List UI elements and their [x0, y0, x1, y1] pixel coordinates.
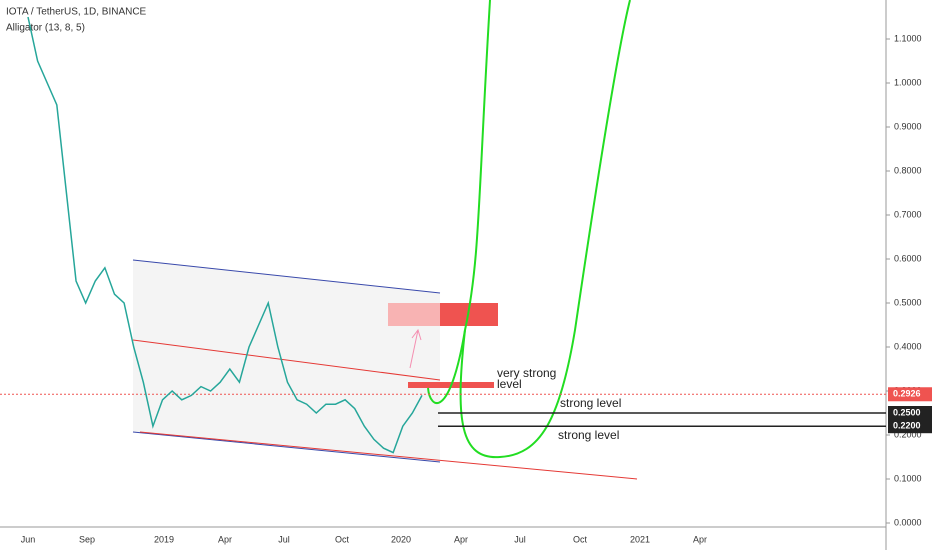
y-tick-label: 0.0000	[894, 517, 922, 527]
x-tick-label: Jun	[21, 534, 36, 544]
channel-mid	[132, 339, 441, 381]
channel-fill	[133, 260, 440, 462]
x-tick-label: Apr	[218, 534, 232, 544]
x-tick-label: Sep	[79, 534, 95, 544]
y-tick-label: 1.1000	[894, 33, 922, 43]
x-tick-label: Jul	[278, 534, 290, 544]
price-line	[27, 16, 423, 454]
annotation: level	[497, 377, 522, 391]
y-tick-label: 1.0000	[894, 77, 922, 87]
y-tick-label: 0.1000	[894, 473, 922, 483]
target-zone	[388, 303, 440, 326]
x-tick-label: 2019	[154, 534, 174, 544]
x-tick-label: Apr	[454, 534, 468, 544]
y-tick-label: 0.5000	[894, 297, 922, 307]
y-tick-label: 0.6000	[894, 253, 922, 263]
x-tick-label: 2020	[391, 534, 411, 544]
price-label: 0.2500	[893, 407, 921, 417]
annotation: strong level	[558, 428, 619, 442]
projection	[459, 0, 631, 459]
arrow-head	[411, 328, 422, 341]
indicator: Alligator (13, 8, 5)	[6, 23, 85, 34]
x-tick-label: Oct	[335, 534, 350, 544]
y-tick-label: 0.4000	[894, 341, 922, 351]
y-tick-label: 0.8000	[894, 165, 922, 175]
support-line	[139, 431, 638, 480]
x-tick-label: Apr	[693, 534, 707, 544]
x-tick-label: 2021	[630, 534, 650, 544]
price-label: 0.2926	[893, 389, 921, 399]
annotation: strong level	[560, 396, 621, 410]
price-label-box	[888, 406, 932, 420]
y-tick-label: 0.7000	[894, 209, 922, 219]
price-label: 0.2200	[893, 421, 921, 431]
annotation: very strong	[497, 366, 556, 380]
channel-top	[132, 259, 441, 294]
y-tick-label: 0.2000	[894, 429, 922, 439]
arrow	[409, 329, 419, 369]
x-tick-label: Oct	[573, 534, 588, 544]
y-tick-label: 0.9000	[894, 121, 922, 131]
channel-bottom	[132, 431, 441, 463]
projection	[427, 0, 491, 404]
chart-title: IOTA / TetherUS, 1D, BINANCE	[6, 7, 147, 18]
x-tick-label: Jul	[514, 534, 526, 544]
price-label-box	[888, 419, 932, 434]
price-label-box	[888, 387, 932, 402]
